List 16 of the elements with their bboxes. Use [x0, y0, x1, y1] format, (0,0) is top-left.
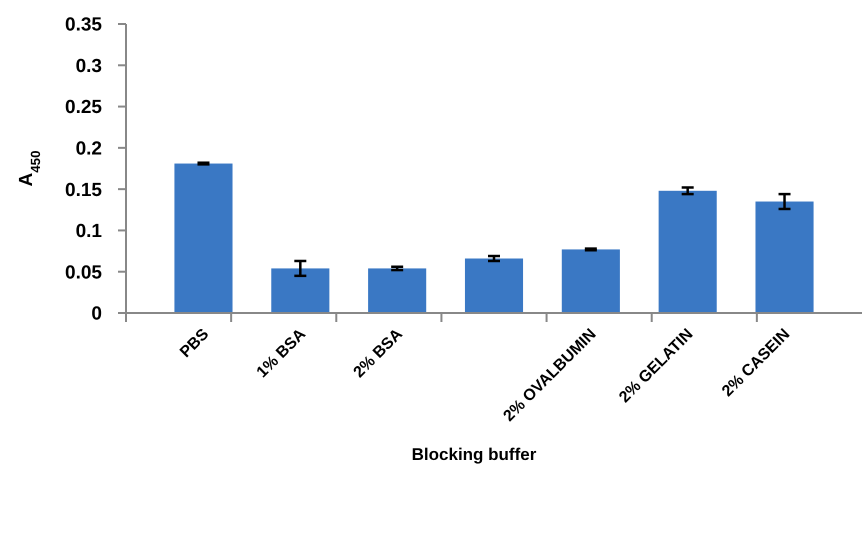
bar	[464, 258, 524, 313]
x-axis-title: Blocking buffer	[412, 445, 537, 464]
bar	[271, 268, 330, 313]
y-tick-label: 0.35	[65, 14, 102, 36]
y-tick-label: 0.15	[65, 180, 102, 201]
bar	[368, 268, 426, 313]
y-tick-label: 0.2	[76, 138, 102, 160]
bar	[755, 202, 814, 313]
bar	[562, 249, 620, 313]
y-tick-label: 0.25	[65, 97, 102, 118]
y-tick-label: 0	[91, 304, 102, 325]
y-tick-label: 0.3	[76, 56, 102, 77]
bar	[174, 164, 233, 313]
bar	[658, 190, 717, 313]
y-tick-label: 0.1	[76, 221, 102, 242]
y-tick-label: 0.05	[65, 262, 102, 284]
